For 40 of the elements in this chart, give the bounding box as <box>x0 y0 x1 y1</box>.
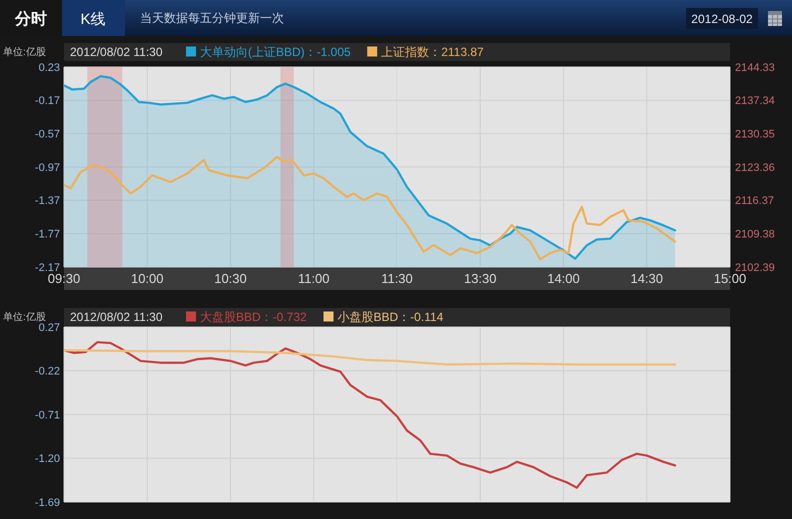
y-axis-title: 单位:亿股 <box>3 46 46 58</box>
y-tick-label: -1.20 <box>34 453 60 466</box>
legend-label: 上证指数：2113.87 <box>381 45 484 59</box>
text: 2012-08-02 <box>691 12 754 26</box>
y2-tick-label: 2130.35 <box>735 128 775 141</box>
text: 分时 <box>14 10 47 28</box>
x-tick-label: 10:00 <box>130 271 164 286</box>
y-tick-label: -0.22 <box>34 366 60 378</box>
y-tick-label: -1.37 <box>34 195 60 208</box>
x-tick-label: 15:00 <box>714 271 746 286</box>
y-tick-label: 0.23 <box>38 62 60 74</box>
x-tick-label: 14:00 <box>547 271 580 286</box>
x-tick-label: 09:30 <box>48 271 80 286</box>
y-tick-label: -0.17 <box>34 95 60 108</box>
y-tick-label: -1.77 <box>34 228 60 241</box>
y-tick-label: -0.57 <box>34 128 60 141</box>
legend-title: 2012/08/02 11:30 <box>70 45 163 59</box>
y-tick-label: -1.69 <box>34 496 60 509</box>
y2-tick-label: 2102.39 <box>735 262 775 274</box>
x-tick-label: 13:30 <box>464 271 497 286</box>
x-tick-label: 11:00 <box>298 271 330 286</box>
legend-title: 2012/08/02 11:30 <box>70 310 163 324</box>
x-tick-label: 11:30 <box>381 271 413 286</box>
text: 当天数据每五分钟更新一次 <box>140 11 284 25</box>
legend-label: 小盘股BBD：-0.114 <box>338 310 444 324</box>
legend-label: 大盘股BBD：-0.732 <box>200 310 308 324</box>
y2-tick-label: 2116.37 <box>735 195 774 208</box>
x-tick-label: 10:30 <box>214 271 247 286</box>
y-tick-label: -0.71 <box>34 409 60 422</box>
x-tick-label: 14:30 <box>630 271 664 286</box>
y-tick-label: -2.17 <box>34 262 60 274</box>
y2-tick-label: 2144.33 <box>735 62 775 74</box>
y-tick-label: -0.97 <box>34 162 60 174</box>
legend-label: 大单动向(上证BBD)：-1.005 <box>200 45 352 59</box>
text: K线 <box>80 11 106 28</box>
y2-tick-label: 2137.34 <box>735 95 775 108</box>
y-tick-label: 0.27 <box>38 322 60 334</box>
y2-tick-label: 2109.38 <box>735 228 775 241</box>
y-axis-title: 单位:亿股 <box>3 311 46 323</box>
y2-tick-label: 2123.36 <box>735 162 775 174</box>
